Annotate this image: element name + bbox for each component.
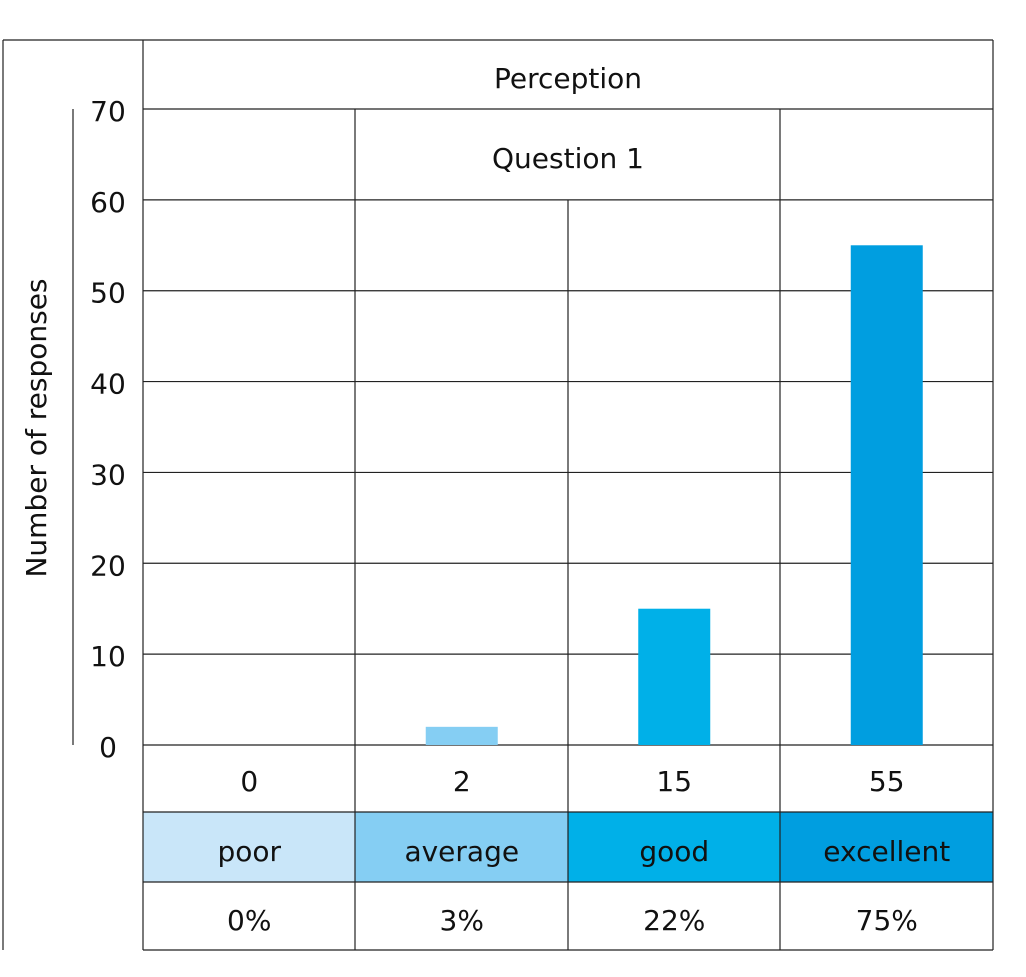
category-cell — [355, 812, 568, 882]
category-cell — [143, 812, 356, 882]
bar — [425, 726, 498, 745]
x-tick-label: good — [639, 835, 709, 868]
y-tick-label: 70 — [90, 95, 126, 128]
category-cell — [780, 812, 993, 882]
percent-label: 3% — [440, 904, 484, 937]
chart-subtitle: Question 1 — [492, 142, 644, 175]
value-label: 55 — [869, 765, 905, 798]
percent-label: 0% — [227, 904, 271, 937]
y-tick-label: 60 — [90, 186, 126, 219]
value-label: 2 — [453, 765, 471, 798]
bar — [850, 245, 923, 746]
percent-label: 75% — [856, 904, 918, 937]
x-tick-label: poor — [217, 835, 281, 868]
y-tick-label: 20 — [90, 549, 126, 582]
percent-label: 22% — [643, 904, 705, 937]
x-tick-label: excellent — [823, 835, 950, 868]
y-tick-label: 50 — [90, 277, 126, 310]
chart-title: Perception — [494, 62, 642, 95]
y-axis-title: Number of responses — [20, 278, 53, 577]
x-tick-label: average — [404, 835, 519, 868]
y-tick-label: 0 — [99, 731, 117, 764]
bar — [638, 608, 711, 745]
y-tick-label: 30 — [90, 458, 126, 491]
value-label: 15 — [656, 765, 692, 798]
y-tick-label: 40 — [90, 368, 126, 401]
category-cell — [568, 812, 781, 882]
y-tick-label: 10 — [90, 640, 126, 673]
value-label: 0 — [240, 765, 258, 798]
